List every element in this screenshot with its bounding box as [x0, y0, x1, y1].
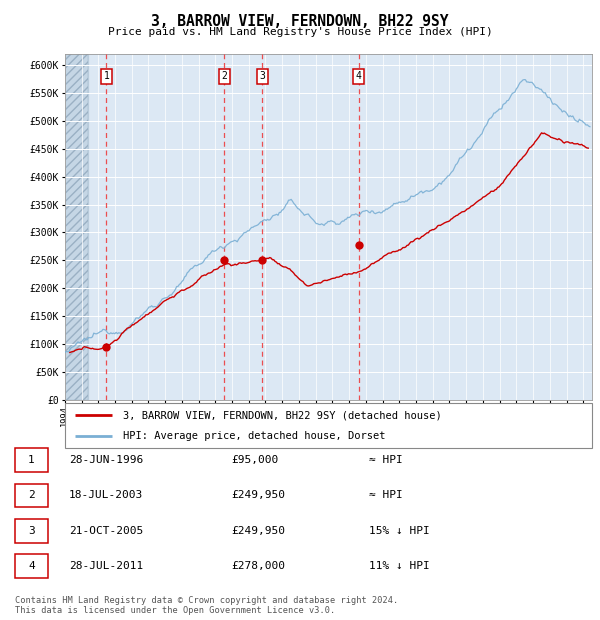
- FancyBboxPatch shape: [65, 403, 592, 448]
- Text: 2: 2: [221, 71, 227, 81]
- Text: 21-OCT-2005: 21-OCT-2005: [69, 526, 143, 536]
- Text: £95,000: £95,000: [231, 455, 278, 465]
- Text: 2: 2: [28, 490, 35, 500]
- Text: 4: 4: [356, 71, 362, 81]
- Text: 28-JUL-2011: 28-JUL-2011: [69, 561, 143, 571]
- Text: 4: 4: [28, 561, 35, 571]
- Polygon shape: [65, 54, 88, 400]
- Text: 1: 1: [28, 455, 35, 465]
- Text: 28-JUN-1996: 28-JUN-1996: [69, 455, 143, 465]
- Text: £278,000: £278,000: [231, 561, 285, 571]
- Text: 18-JUL-2003: 18-JUL-2003: [69, 490, 143, 500]
- Text: ≈ HPI: ≈ HPI: [369, 455, 403, 465]
- Text: 3, BARROW VIEW, FERNDOWN, BH22 9SY: 3, BARROW VIEW, FERNDOWN, BH22 9SY: [151, 14, 449, 29]
- Text: 11% ↓ HPI: 11% ↓ HPI: [369, 561, 430, 571]
- Text: 3, BARROW VIEW, FERNDOWN, BH22 9SY (detached house): 3, BARROW VIEW, FERNDOWN, BH22 9SY (deta…: [123, 410, 442, 420]
- Text: £249,950: £249,950: [231, 490, 285, 500]
- Text: £249,950: £249,950: [231, 526, 285, 536]
- Text: HPI: Average price, detached house, Dorset: HPI: Average price, detached house, Dors…: [123, 430, 385, 441]
- Text: 3: 3: [259, 71, 265, 81]
- Text: 15% ↓ HPI: 15% ↓ HPI: [369, 526, 430, 536]
- Text: ≈ HPI: ≈ HPI: [369, 490, 403, 500]
- Text: 3: 3: [28, 526, 35, 536]
- Text: Contains HM Land Registry data © Crown copyright and database right 2024.
This d: Contains HM Land Registry data © Crown c…: [15, 596, 398, 615]
- Text: Price paid vs. HM Land Registry's House Price Index (HPI): Price paid vs. HM Land Registry's House …: [107, 27, 493, 37]
- Text: 1: 1: [104, 71, 109, 81]
